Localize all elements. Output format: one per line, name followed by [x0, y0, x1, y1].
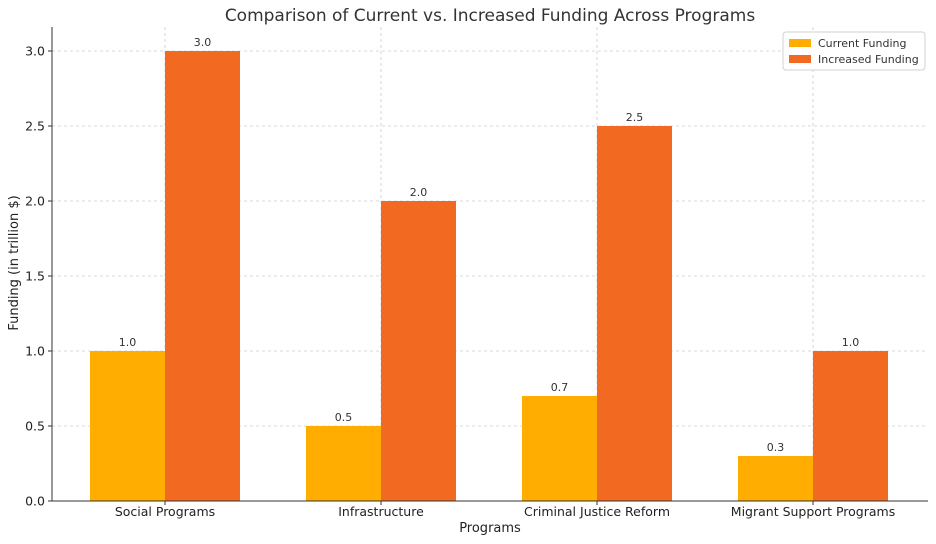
- axes-layer: 0.0 0.5 1.0 1.5 2.0 2.5 3.0 Social Programs Infr…: [25, 27, 928, 519]
- data-label: 0.5: [335, 411, 353, 424]
- x-tick-label: Migrant Support Programs: [731, 504, 895, 519]
- data-label: 1.0: [842, 336, 860, 349]
- x-tick-label: Social Programs: [115, 504, 215, 519]
- legend: Current Funding Increased Funding: [782, 31, 926, 71]
- bar-current-funding: [522, 396, 597, 501]
- data-label: 0.7: [551, 381, 569, 394]
- y-tick-label: 0.5: [25, 419, 45, 434]
- y-tick-label: 0.0: [25, 494, 45, 509]
- y-axis-label: Funding (in trillion $): [7, 195, 22, 330]
- y-tick-label: 2.5: [25, 119, 45, 134]
- data-label: 2.0: [410, 186, 428, 199]
- chart-title: Comparison of Current vs. Increased Fund…: [225, 6, 756, 26]
- data-label: 0.3: [767, 441, 785, 454]
- y-tick-label: 3.0: [25, 44, 45, 59]
- y-tick-label: 1.0: [25, 344, 45, 359]
- data-labels-layer: 1.0 0.5 0.7 0.3 3.0 2.0 2.5 1.0: [119, 36, 860, 454]
- legend-label: Increased Funding: [818, 53, 919, 66]
- data-label: 2.5: [626, 111, 644, 124]
- data-label: 1.0: [119, 336, 137, 349]
- bar-increased-funding: [381, 201, 456, 501]
- y-tick-label: 1.5: [25, 269, 45, 284]
- bar-increased-funding: [597, 126, 672, 501]
- bar-current-funding: [306, 426, 381, 501]
- x-tick-label: Infrastructure: [338, 504, 424, 519]
- data-label: 3.0: [194, 36, 212, 49]
- x-axis-label: Programs: [459, 521, 521, 536]
- legend-swatch: [789, 55, 811, 63]
- x-tick-label: Criminal Justice Reform: [524, 504, 670, 519]
- bar-current-funding: [738, 456, 813, 501]
- bar-current-funding: [90, 351, 165, 501]
- bar-increased-funding: [165, 51, 240, 501]
- legend-label: Current Funding: [818, 37, 906, 50]
- bar-increased-funding: [813, 351, 888, 501]
- y-tick-label: 2.0: [25, 194, 45, 209]
- bars-layer: [90, 51, 888, 501]
- legend-box: [782, 31, 926, 71]
- legend-swatch: [789, 39, 811, 47]
